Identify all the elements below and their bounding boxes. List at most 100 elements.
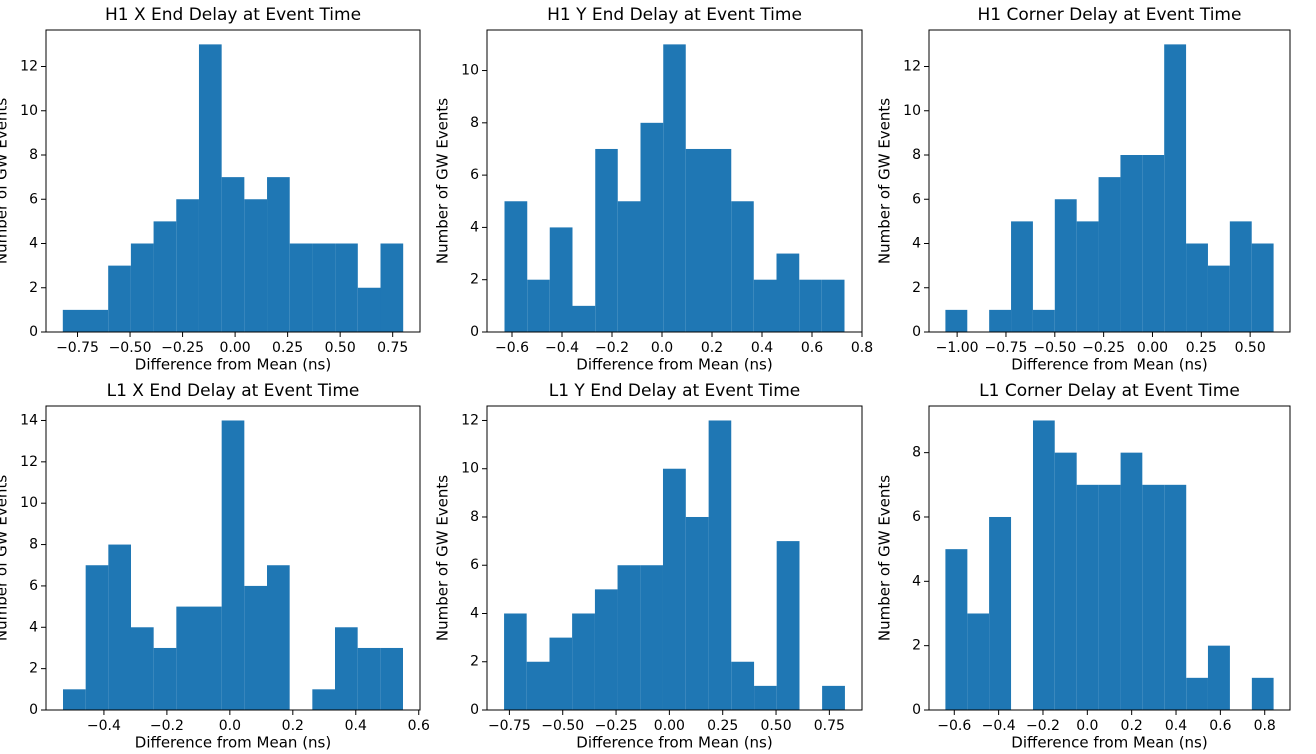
bar [1098, 177, 1121, 332]
bar [1054, 452, 1077, 710]
bar [244, 199, 268, 332]
bar [176, 606, 199, 710]
bar [549, 637, 573, 710]
x-tick-label: 0.50 [760, 718, 791, 734]
bar [617, 565, 641, 710]
y-tick-label: 4 [470, 219, 479, 235]
bar [594, 589, 618, 710]
bar [504, 613, 527, 710]
bar [221, 177, 245, 332]
bar [662, 468, 686, 710]
bar [1186, 677, 1208, 710]
bar [85, 309, 109, 332]
bar [1229, 221, 1252, 332]
x-tick-label: −0.25 [595, 718, 638, 734]
y-tick-label: 4 [29, 619, 38, 635]
x-tick-label: 0.25 [1186, 340, 1217, 356]
bar [945, 309, 968, 332]
x-tick-label: −0.4 [982, 718, 1016, 734]
x-tick-label: −0.4 [87, 718, 121, 734]
y-axis-label: Number of GW Events [876, 475, 894, 641]
axes-frame [486, 405, 863, 711]
y-tick-label: 2 [470, 654, 479, 670]
y-tick-label: 10 [461, 461, 479, 477]
x-tick-label: 0.75 [377, 340, 408, 356]
chart-title: H1 X End Delay at Event Time [105, 5, 361, 25]
x-tick-label: 0.4 [751, 340, 773, 356]
bar [357, 287, 381, 332]
y-tick-label: 10 [20, 495, 38, 511]
bar [989, 516, 1012, 710]
x-tick-label: 0.4 [345, 718, 367, 734]
y-tick-label: 10 [20, 103, 38, 119]
y-tick-label: 6 [29, 191, 38, 207]
y-tick-label: 12 [20, 454, 38, 470]
bar [153, 647, 177, 710]
axes-frame [486, 29, 863, 333]
bar [380, 647, 403, 710]
y-tick-label: 10 [461, 63, 479, 79]
x-axis-label: Difference from Mean (ns) [135, 356, 331, 374]
x-tick-label: −0.50 [541, 718, 584, 734]
y-tick-label: 2 [912, 280, 921, 296]
bar [199, 606, 222, 710]
bar [357, 647, 381, 710]
x-tick-label: −0.6 [495, 340, 529, 356]
x-tick-label: 0.2 [282, 718, 304, 734]
x-tick-label: 0.6 [1209, 718, 1231, 734]
y-tick-label: 14 [20, 412, 38, 428]
x-tick-label: 0.00 [1137, 340, 1168, 356]
y-tick-label: 0 [470, 702, 479, 718]
y-tick-label: 2 [29, 280, 38, 296]
y-axis-label: Number of GW Events [434, 475, 452, 641]
bar [1098, 484, 1121, 710]
bar [595, 148, 618, 332]
y-tick-label: 4 [470, 605, 479, 621]
bar [62, 309, 86, 332]
bar [267, 565, 290, 710]
chart-title: H1 Corner Delay at Event Time [978, 5, 1242, 25]
bar [989, 309, 1012, 332]
x-tick-label: −0.2 [595, 340, 629, 356]
bar [731, 661, 755, 710]
x-tick-label: 0.8 [851, 340, 873, 356]
bar [572, 305, 596, 332]
y-tick-label: 8 [29, 537, 38, 553]
x-axis-label: Difference from Mean (ns) [1011, 734, 1207, 752]
y-tick-label: 12 [20, 59, 38, 75]
x-tick-label: 0.6 [801, 340, 823, 356]
chart-title: L1 Y End Delay at Event Time [549, 381, 801, 401]
bar [1032, 420, 1055, 710]
bar [799, 279, 822, 332]
bar [549, 227, 573, 332]
bar [108, 265, 131, 332]
x-tick-label: −0.2 [150, 718, 184, 734]
y-tick-label: 6 [912, 191, 921, 207]
bar [1032, 309, 1055, 332]
y-axis-label: Number of GW Events [0, 98, 11, 264]
y-tick-label: 12 [903, 59, 921, 75]
bar [754, 685, 777, 710]
bar [1207, 265, 1230, 332]
bar [221, 420, 245, 710]
bar [753, 279, 777, 332]
y-tick-label: 0 [29, 702, 38, 718]
bar [731, 201, 754, 332]
bar [130, 243, 154, 332]
x-axis-label: Difference from Mean (ns) [135, 734, 331, 752]
y-tick-label: 2 [912, 638, 921, 654]
x-tick-label: 0.2 [1121, 718, 1143, 734]
bar [131, 627, 154, 710]
y-tick-label: 4 [912, 236, 921, 252]
x-tick-label: −0.75 [488, 718, 531, 734]
bar [526, 661, 550, 710]
bar [153, 221, 177, 332]
y-tick-label: 6 [470, 557, 479, 573]
y-tick-label: 0 [912, 702, 921, 718]
bar [527, 279, 550, 332]
bar [198, 44, 222, 332]
bar [572, 613, 595, 710]
y-tick-label: 4 [29, 236, 38, 252]
bar [1011, 221, 1033, 332]
x-axis-label: Difference from Mean (ns) [1011, 356, 1207, 374]
